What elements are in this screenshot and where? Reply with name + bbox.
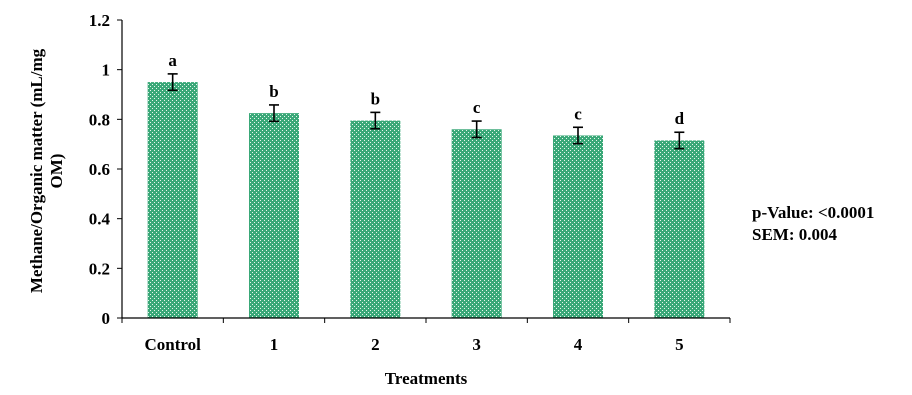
bar-control — [147, 82, 198, 318]
x-tick-label: 3 — [472, 335, 481, 354]
error-bar — [370, 111, 381, 130]
error-bar — [674, 131, 685, 150]
significance-letter: b — [371, 89, 380, 108]
bar-4 — [553, 135, 603, 318]
x-tick-label: Control — [144, 335, 201, 354]
y-tick-label: 0 — [102, 309, 111, 328]
significance-letter: c — [574, 104, 582, 123]
x-tick-label: 2 — [371, 335, 380, 354]
x-tick-label: 4 — [574, 335, 583, 354]
y-tick-label: 0.6 — [89, 160, 110, 179]
error-bars-group — [167, 73, 685, 150]
y-axis-title-line: OM) — [47, 154, 66, 189]
y-tick-label: 0.4 — [89, 210, 111, 229]
significance-letters-group: a b b c c d — [168, 51, 684, 128]
significance-letter: b — [269, 82, 278, 101]
y-tick-label: 0.8 — [89, 110, 110, 129]
y-tick-label: 1.2 — [89, 11, 110, 30]
y-ticks-group: 0 0.2 0.4 0.6 0.8 1 1.2 — [89, 11, 122, 328]
y-axis-title: Methane/Organic matter (mL/mgOM) — [27, 48, 66, 293]
bar-3 — [451, 129, 502, 318]
y-tick-label: 0.2 — [89, 259, 110, 278]
error-bar — [167, 73, 178, 92]
bar-5 — [654, 140, 705, 318]
error-bar — [471, 120, 482, 139]
error-bar — [269, 104, 279, 123]
x-tick-label: 5 — [675, 335, 684, 354]
x-axis-title: Treatments — [385, 369, 468, 388]
p-value-note: p-Value: <0.0001 — [752, 203, 874, 222]
significance-letter: a — [168, 51, 177, 70]
significance-letter: d — [675, 109, 685, 128]
y-tick-label: 1 — [102, 61, 111, 80]
axes-group — [121, 20, 730, 319]
sem-note: SEM: 0.004 — [752, 225, 838, 244]
significance-letter: c — [473, 98, 481, 117]
y-axis-title-line: Methane/Organic matter (mL/mg — [27, 48, 46, 293]
x-tick-label: 1 — [270, 335, 279, 354]
bar-1 — [249, 113, 299, 318]
bars-group — [147, 82, 705, 318]
bar-2 — [350, 120, 401, 318]
error-bar — [573, 126, 583, 145]
x-ticks-group: Control 1 2 3 4 5 — [121, 318, 731, 354]
